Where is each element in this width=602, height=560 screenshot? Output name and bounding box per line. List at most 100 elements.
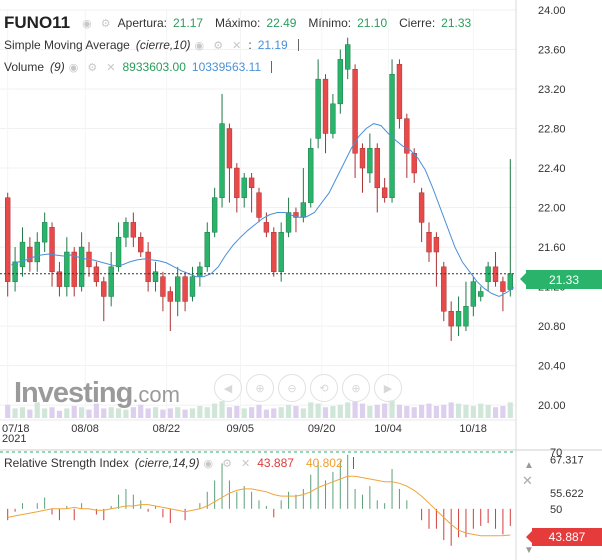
rsi-tools-icon[interactable]: ◉ ⚙ ✕ [203,457,254,470]
pane-down-icon[interactable]: ▼ [524,545,534,556]
rsi-legend-value-2: 40.802 [305,456,343,470]
volume-bar [93,403,99,418]
open-value: 21.17 [173,16,204,30]
volume-bar [42,408,48,418]
volume-bar [470,406,476,418]
candle [145,242,151,292]
scroll-left-icon[interactable]: ◀ [214,374,242,402]
candle [278,222,284,282]
candlestick-series [5,37,513,341]
volume-bar [389,400,395,418]
y-tick-label: 24.00 [538,5,566,17]
candle [330,93,336,139]
volume-bar [249,407,255,418]
candle [285,197,292,238]
volume-bar [455,403,462,418]
rsi-y-tick-label: 55.622 [550,488,584,500]
candle [71,247,77,297]
rsi-y-tick-label: 70 [550,447,562,459]
rsi-legend-value-1: 43.887 [257,456,294,470]
volume-bar [234,406,240,418]
volume-bar [485,404,491,418]
candle [337,49,343,114]
volume-bar [352,401,358,418]
pane-up-icon[interactable]: ▲ [524,460,534,471]
volume-bar [167,408,173,418]
volume-bar [219,401,225,418]
volume-bar [322,407,329,418]
zoom-in-icon[interactable]: ⊕ [342,374,370,402]
volume-bar [441,404,447,418]
candle [152,261,159,292]
rsi-signal-line [7,475,511,537]
volume-bar [315,403,321,418]
volume-bar [448,402,454,418]
symbol-title: FUNO11 [4,13,71,32]
volume-bar [382,403,388,418]
volume-bar [27,409,33,418]
candle [12,247,18,292]
volume-bar [396,404,403,418]
volume-bar [152,407,159,418]
volume-bar [426,403,432,418]
candle [130,212,137,248]
candle [241,172,247,208]
candle [248,172,255,213]
volume-bar [108,407,114,418]
candle [374,143,380,213]
volume-bar [175,407,181,418]
candle [160,271,166,312]
sma-legend: Simple Moving Average (cierre,10) ◉ ⚙ ✕ … [4,38,299,52]
low-label: Mínimo: [308,16,352,30]
volume-legend-value-1: 8933603.00 [122,60,186,74]
x-tick-label: 10/18 [459,423,487,435]
candle [115,222,122,272]
volume-bar [115,408,122,418]
volume-bar [189,408,196,418]
candle [396,59,403,129]
sma-legend-params: (cierre,10) [135,38,191,52]
volume-bar [49,407,55,418]
volume-bar [278,407,284,418]
current-price-tag: 21.33 [520,270,602,289]
x-tick-label: 2021 [2,433,26,445]
rsi-legend-name: Relative Strength Index [4,456,129,470]
volume-legend: Volume (9) ◉ ⚙ ✕ 8933603.00 10339563.11 [4,60,273,74]
volume-bar [34,402,40,418]
candle [308,138,314,208]
reset-icon[interactable]: ⟲ [310,374,338,402]
volume-bar [271,408,277,418]
volume-tools-icon[interactable]: ◉ ⚙ ✕ [68,61,119,74]
rsi-legend-params: (cierre,14,9) [134,456,200,470]
volume-bar [226,407,233,418]
volume-bar [285,404,292,418]
candle [404,113,410,178]
volume-bars [5,400,513,418]
close-pane-icon[interactable]: ✕ [522,473,533,488]
sma-tools-icon[interactable]: ◉ ⚙ ✕ [194,39,245,52]
volume-bar [419,404,425,418]
volume-bar [507,402,513,418]
candle [433,232,440,287]
volume-bar [145,408,151,418]
sma-legend-value: 21.19 [257,38,288,52]
zoom-in-icon[interactable]: ⊕ [246,374,274,402]
high-label: Máximo: [215,16,261,30]
volume-bar [463,404,469,418]
low-value: 21.10 [357,16,388,30]
candle [492,252,499,287]
candle [138,232,144,257]
high-value: 22.49 [266,16,297,30]
scroll-right-icon[interactable]: ▶ [374,374,402,402]
candle [271,227,277,277]
candle [204,222,210,272]
volume-bar [160,409,166,418]
y-tick-label: 23.60 [538,45,566,57]
volume-bar [492,407,499,418]
volume-bar [79,407,85,418]
rsi-y-tick-label: 67.317 [550,455,584,467]
zoom-out-icon[interactable]: ⊖ [278,374,306,402]
legend-tools-icon[interactable]: ◉ ⚙ [82,17,114,30]
candle [27,237,33,272]
